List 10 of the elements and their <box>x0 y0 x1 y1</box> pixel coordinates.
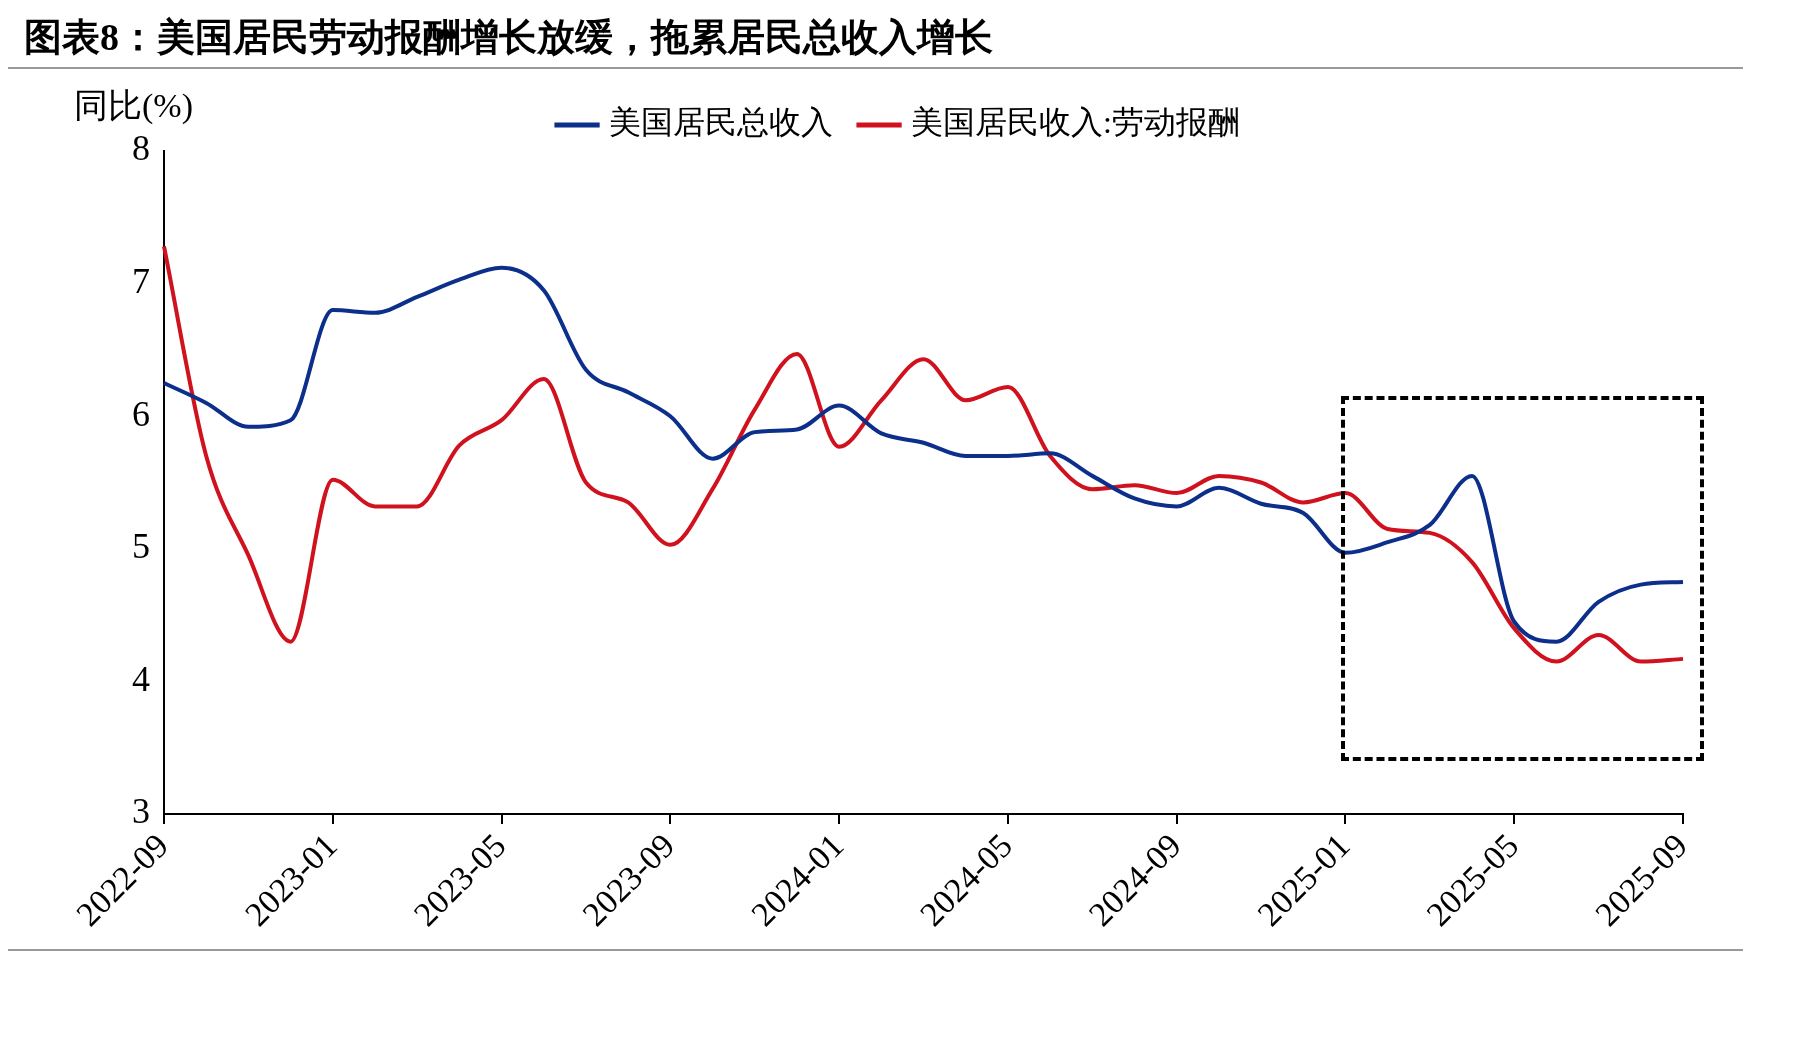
y-tick-label: 6 <box>132 393 150 434</box>
chart-title: 图表8：美国居民劳动报酬增长放缓，拖累居民总收入增长 <box>8 8 1743 69</box>
y-tick-label: 4 <box>132 658 150 699</box>
y-axis-title: 同比(%) <box>74 86 193 126</box>
y-tick-label: 5 <box>132 526 150 567</box>
y-tick-label: 3 <box>132 791 150 832</box>
legend-label: 美国居民总收入 <box>609 104 834 141</box>
y-tick-label: 7 <box>132 261 150 302</box>
y-tick-label: 8 <box>132 128 150 169</box>
legend-label: 美国居民收入:劳动报酬 <box>911 104 1240 141</box>
